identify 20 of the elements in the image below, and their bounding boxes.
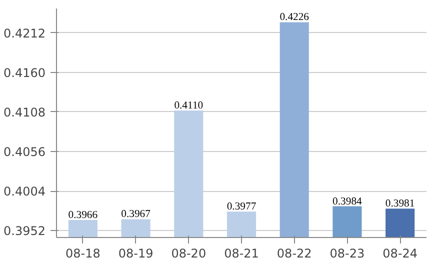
x-tick-label: 08-21 [224, 246, 259, 260]
data-label: 0.3984 [332, 196, 363, 208]
data-label: 0.3966 [68, 210, 98, 221]
data-label: 0.4110 [174, 100, 204, 112]
x-tick-label: 08-24 [382, 246, 418, 260]
x-tick-label: 08-19 [118, 246, 154, 260]
x-tick-label: 08-23 [330, 246, 365, 260]
data-label: 0.3967 [121, 209, 152, 220]
y-tick-label: 0.3952 [4, 224, 46, 238]
y-tick-label: 0.4160 [4, 66, 46, 80]
data-label: 0.3977 [226, 202, 257, 213]
y-tick-label: 0.4108 [4, 105, 46, 120]
x-tick-label: 08-20 [171, 246, 206, 260]
y-tick-label: 0.4212 [4, 26, 46, 40]
data-label: 0.3981 [385, 198, 415, 210]
x-tick-label: 08-18 [65, 246, 100, 260]
x-tick-label: 08-22 [276, 246, 312, 260]
y-tick-label: 0.4004 [4, 184, 46, 199]
data-label: 0.4226 [280, 12, 310, 24]
y-tick-label: 0.4056 [4, 145, 46, 160]
